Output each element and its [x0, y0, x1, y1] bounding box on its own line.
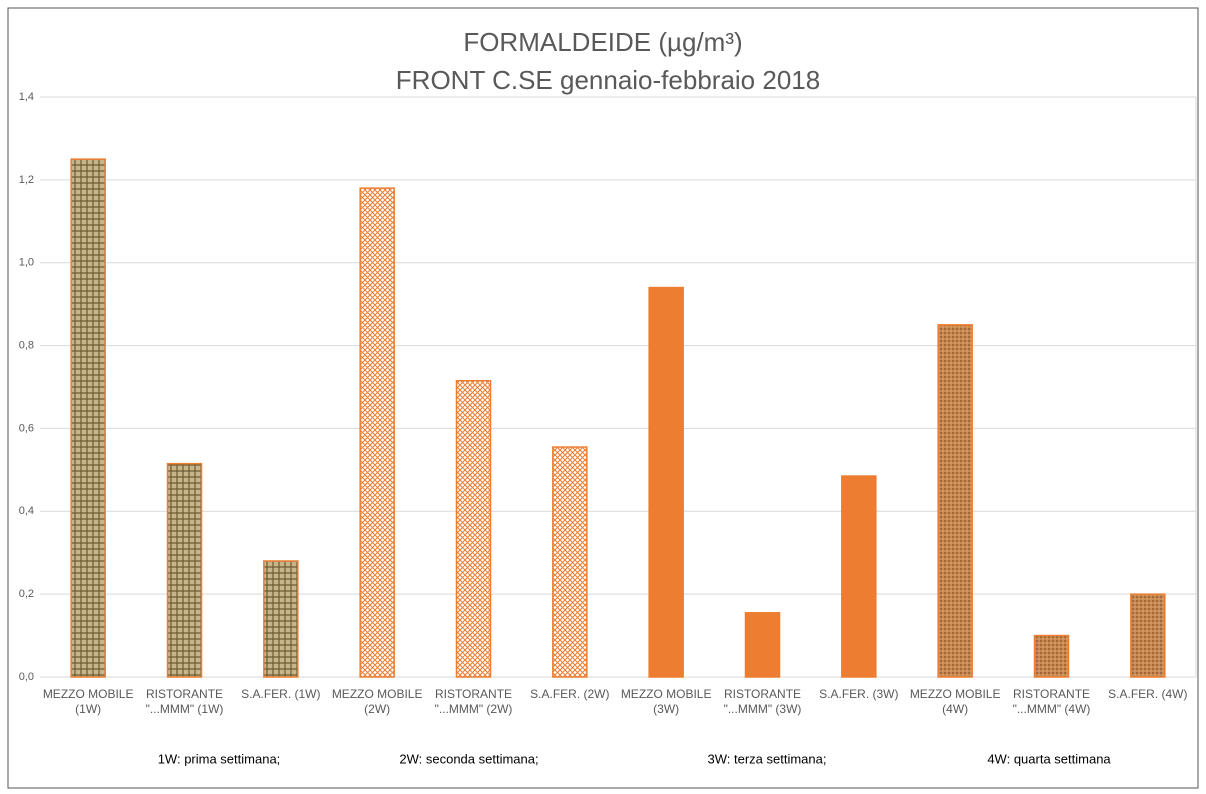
x-tick-label: RISTORANTE "...MMM" (4W) — [1012, 687, 1091, 716]
x-tick-label: MEZZO MOBILE (4W) — [909, 687, 1001, 716]
x-tick-label: S.A.FER. (3W) — [819, 687, 899, 701]
y-tick-label: 1,0 — [19, 257, 34, 269]
x-tick-label: RISTORANTE "...MMM" (2W) — [434, 687, 513, 716]
chart-subtitle: FRONT C.SE gennaio-febbraio 2018 — [396, 65, 820, 95]
x-tick-label: MEZZO MOBILE (1W) — [42, 687, 134, 716]
bar — [648, 286, 684, 678]
x-tick-label: S.A.FER. (4W) — [1108, 687, 1188, 701]
chart-title: FORMALDEIDE (µg/m³) — [463, 27, 742, 57]
x-tick-label: S.A.FER. (1W) — [241, 687, 321, 701]
y-tick-label: 0,6 — [19, 422, 34, 434]
y-tick-label: 1,2 — [19, 174, 34, 186]
bar — [744, 612, 781, 678]
x-tick-label: MEZZO MOBILE (3W) — [620, 687, 712, 716]
x-tick-label: RISTORANTE "...MMM" (3W) — [723, 687, 802, 716]
y-tick-label: 0,4 — [19, 505, 34, 517]
x-tick-label: RISTORANTE "...MMM" (1W) — [145, 687, 224, 716]
bar — [359, 187, 395, 678]
x-tick-label: S.A.FER. (2W) — [530, 687, 610, 701]
bar — [70, 158, 106, 678]
bar — [552, 446, 588, 678]
bar — [1130, 593, 1166, 678]
x-tick-label: MEZZO MOBILE (2W) — [331, 687, 423, 716]
bar — [166, 462, 203, 678]
note: 2W: seconda settimana; — [399, 751, 538, 766]
y-tick-label: 0,0 — [19, 671, 34, 683]
note: 4W: quarta settimana — [987, 751, 1111, 766]
y-tick-label: 1,4 — [19, 91, 34, 103]
bar — [1033, 634, 1070, 678]
note: 1W: prima settimana; — [158, 751, 281, 766]
bar — [841, 475, 877, 678]
note: 3W: terza settimana; — [708, 751, 827, 766]
y-tick-label: 0,8 — [19, 339, 34, 351]
y-tick-label: 0,2 — [19, 588, 34, 600]
bar — [455, 380, 492, 678]
bar — [263, 560, 299, 678]
chart-border — [7, 7, 1199, 789]
bar — [937, 324, 973, 678]
